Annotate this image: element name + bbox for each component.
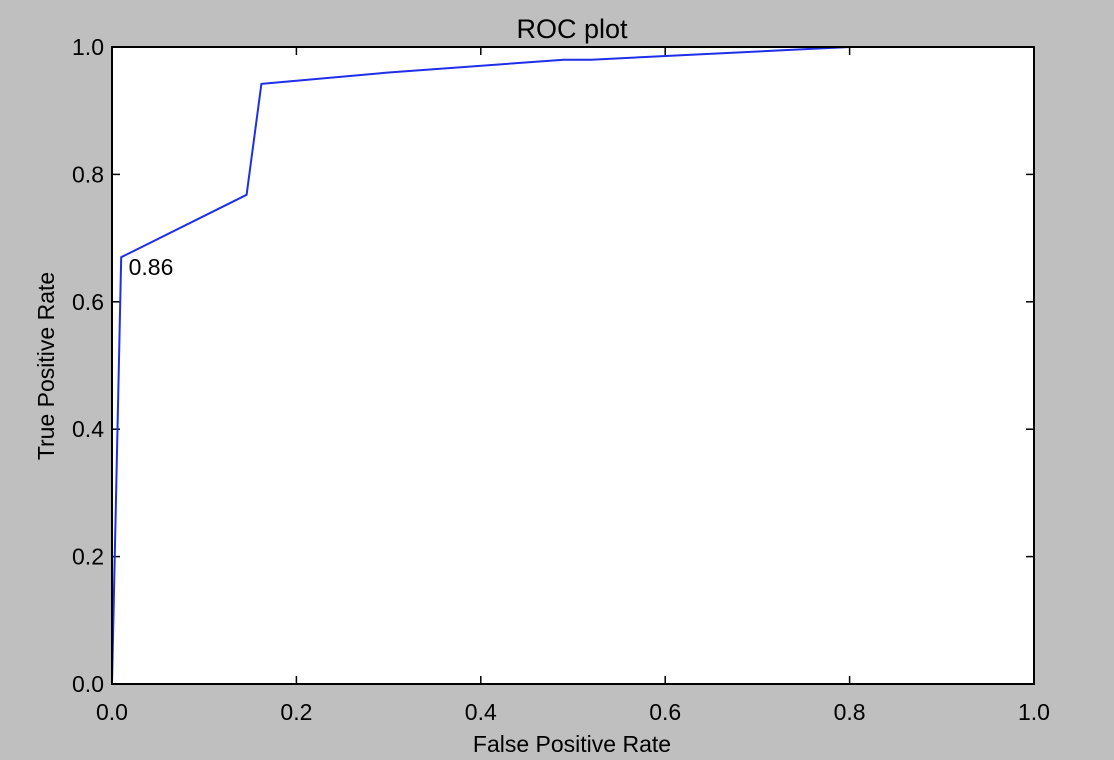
x-tick-label: 0.2: [280, 699, 312, 725]
y-tick-label: 0.8: [72, 161, 104, 187]
y-tick-label: 0.6: [72, 289, 104, 315]
plot-area: [112, 47, 1034, 684]
roc-curve-line: [111, 46, 1034, 685]
auc-annotation: 0.86: [129, 254, 174, 280]
x-tick-label: 0.0: [96, 699, 128, 725]
plot-frame: [111, 46, 1035, 685]
y-tick-label: 0.4: [72, 416, 104, 442]
x-tick-label: 1.0: [1018, 699, 1050, 725]
tick-labels: 0.0 0.2 0.4 0.6 0.8 1.0 0.0 0.2 0.4 0.6 0.8 1.0: [72, 34, 1050, 725]
x-tick-label: 0.6: [649, 699, 681, 725]
y-tick-label: 0.2: [72, 544, 104, 570]
y-tick-label: 0.0: [72, 671, 104, 697]
chart-title: ROC plot: [516, 14, 628, 44]
x-tick-label: 0.4: [465, 699, 497, 725]
y-axis-label: True Positive Rate: [33, 272, 59, 460]
x-axis-label: False Positive Rate: [473, 731, 671, 757]
y-tick-label: 1.0: [72, 34, 104, 60]
x-tick-label: 0.8: [834, 699, 866, 725]
series-layer: [111, 46, 1034, 685]
annotation-layer: 0.86: [129, 254, 174, 280]
